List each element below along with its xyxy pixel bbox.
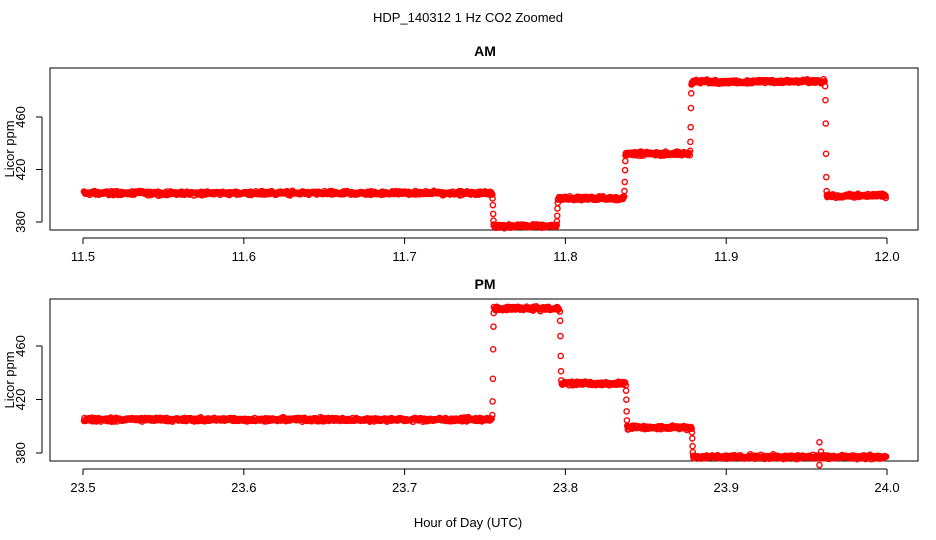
x-tick-label: 23.5 <box>70 480 95 495</box>
data-point <box>554 199 562 207</box>
data-point <box>687 138 694 146</box>
y-tick-label: 460 <box>13 335 28 357</box>
data-point <box>686 151 694 159</box>
data-point <box>686 147 694 155</box>
data-point <box>882 453 890 460</box>
panel-pm-frame <box>49 298 919 462</box>
data-point <box>557 367 565 375</box>
y-tick-label: 380 <box>13 442 28 464</box>
data-point <box>816 461 823 469</box>
y-tick-label: 380 <box>13 211 28 233</box>
data-point <box>489 398 496 405</box>
data-point <box>553 221 560 229</box>
data-point <box>623 422 631 430</box>
panel-am-points <box>80 75 890 232</box>
data-point <box>554 205 561 212</box>
data-point <box>822 96 829 104</box>
data-point <box>688 429 696 436</box>
x-tick-label: 23.7 <box>392 480 417 495</box>
data-point <box>557 377 565 384</box>
data-point <box>622 387 630 394</box>
x-tick-label: 11.5 <box>71 249 95 264</box>
data-point <box>489 210 497 218</box>
x-tick-label: 12.0 <box>874 249 899 264</box>
data-point <box>822 120 830 127</box>
data-point <box>556 317 564 325</box>
data-point <box>489 201 497 209</box>
data-point <box>687 104 695 112</box>
x-tick-label: 24.0 <box>874 480 899 495</box>
panel-am-frame <box>49 67 919 231</box>
data-point <box>553 212 561 220</box>
data-point <box>621 166 629 174</box>
data-point <box>621 379 629 386</box>
panel-am-ylabel: Licor ppm <box>2 120 17 177</box>
data-point <box>623 417 631 424</box>
y-tick-label: 420 <box>13 389 28 411</box>
panel-pm: PM Licor ppm 23.5 23.6 23.7 23.8 23.9 24.0 38… <box>2 276 919 495</box>
data-point <box>490 221 498 228</box>
data-point <box>688 435 696 442</box>
data-point <box>688 425 696 433</box>
data-point <box>623 408 630 415</box>
data-point <box>821 82 829 90</box>
x-tick-label: 11.6 <box>232 249 256 264</box>
data-point <box>554 196 562 203</box>
data-point <box>489 191 496 198</box>
panel-am-y-axis: 380 420 460 <box>13 106 43 233</box>
panel-pm-points <box>80 302 890 469</box>
data-point <box>823 187 830 195</box>
data-point <box>687 123 694 131</box>
data-point <box>557 352 565 360</box>
x-tick-label: 23.6 <box>231 480 256 495</box>
data-point <box>688 81 695 88</box>
data-point <box>823 173 830 181</box>
x-tick-label: 11.7 <box>392 249 416 264</box>
data-point <box>882 194 890 202</box>
data-point <box>623 396 630 403</box>
data-point <box>489 411 496 419</box>
data-point <box>489 375 497 383</box>
y-tick-label: 460 <box>13 106 28 128</box>
data-point <box>621 178 629 186</box>
panel-am: AM Licor ppm 11.5 11.6 11.7 11.8 11.9 12.0 38… <box>2 43 919 264</box>
figure-title: HDP_140312 1 Hz CO2 Zoomed <box>373 10 563 25</box>
data-point <box>557 332 564 340</box>
x-tick-label: 11.9 <box>714 249 738 264</box>
data-point <box>490 309 498 317</box>
data-point <box>689 448 697 456</box>
data-point <box>490 217 497 224</box>
data-point <box>489 195 496 202</box>
data-point <box>817 448 825 455</box>
panel-am-x-axis: 11.5 11.6 11.7 11.8 11.9 12.0 <box>71 237 900 264</box>
panel-pm-x-axis: 23.5 23.6 23.7 23.8 23.9 24.0 <box>70 468 900 495</box>
data-point <box>687 90 695 97</box>
data-point <box>488 415 495 423</box>
data-point <box>621 187 628 195</box>
panel-pm-ylabel: Licor ppm <box>2 351 17 408</box>
data-point <box>689 452 697 460</box>
panel-pm-title: PM <box>475 276 496 292</box>
data-point <box>689 442 696 450</box>
x-tick-label: 23.8 <box>553 480 578 495</box>
x-tick-label: 23.9 <box>714 480 739 495</box>
y-tick-label: 420 <box>13 159 28 181</box>
data-point <box>822 150 830 158</box>
data-point <box>622 157 629 165</box>
figure-xlabel: Hour of Day (UTC) <box>414 515 522 530</box>
data-point <box>622 152 629 159</box>
x-tick-label: 11.8 <box>553 249 577 264</box>
data-point <box>489 346 497 353</box>
data-point <box>556 308 564 315</box>
data-point <box>490 323 497 330</box>
data-point <box>816 438 823 446</box>
panel-am-title: AM <box>474 43 496 59</box>
panel-pm-y-axis: 380 420 460 <box>13 335 43 464</box>
